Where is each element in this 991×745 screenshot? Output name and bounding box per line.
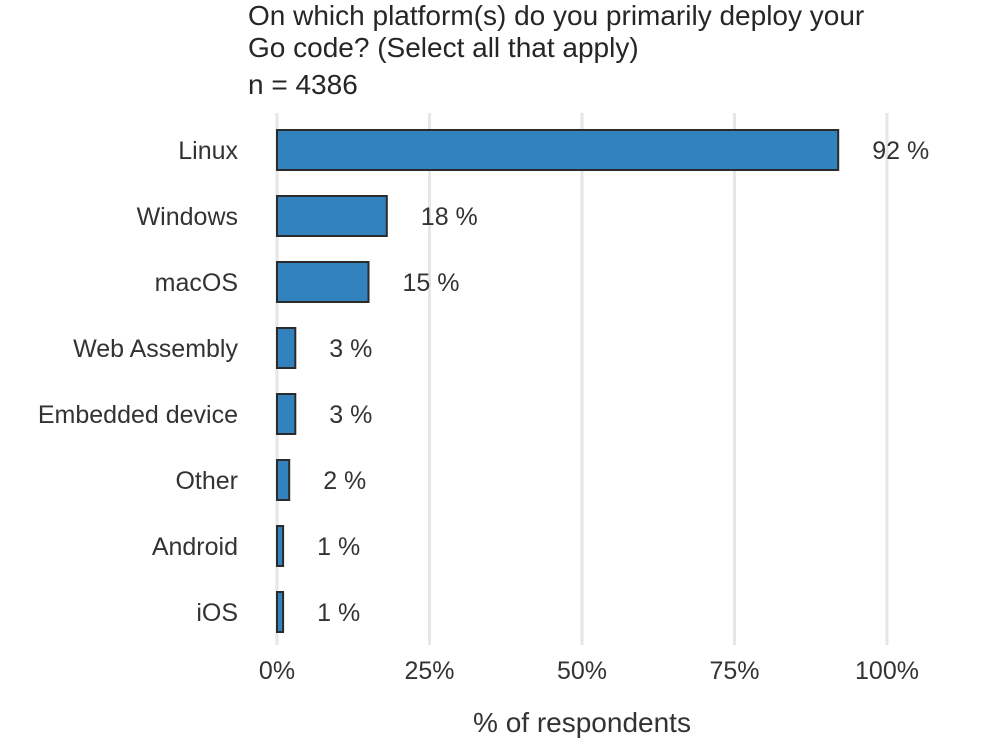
- x-tick-label: 75%: [709, 657, 759, 685]
- x-tick-label: 50%: [557, 657, 607, 685]
- chart-title-line-1: On which platform(s) do you primarily de…: [248, 0, 865, 31]
- category-label: Other: [175, 467, 238, 495]
- bars: [276, 129, 840, 633]
- category-labels: Linux Windows macOS Web Assembly Embedded de…: [38, 137, 239, 627]
- bar: [276, 459, 291, 501]
- chart-title-line-2: Go code? (Select all that apply): [248, 32, 639, 63]
- value-label: 1 %: [317, 533, 360, 561]
- category-label: Windows: [137, 203, 238, 231]
- value-label: 3 %: [329, 401, 372, 429]
- x-tick-label: 0%: [259, 657, 295, 685]
- bar: [276, 129, 840, 171]
- x-tick-label: 25%: [404, 657, 454, 685]
- category-label: Web Assembly: [73, 335, 238, 363]
- bar: [276, 525, 285, 567]
- value-label: 92 %: [872, 137, 929, 165]
- category-label: Android: [152, 533, 238, 561]
- value-label: 1 %: [317, 599, 360, 627]
- chart-subtitle: n = 4386: [248, 69, 358, 100]
- bar: [276, 591, 285, 633]
- value-label: 18 %: [421, 203, 478, 231]
- value-label: 3 %: [329, 335, 372, 363]
- x-tick-label: 100%: [855, 657, 919, 685]
- x-axis-title: % of respondents: [473, 707, 691, 738]
- bar: [276, 261, 370, 303]
- category-label: Embedded device: [38, 401, 238, 429]
- category-label: macOS: [155, 269, 238, 297]
- value-labels: 92 % 18 % 15 % 3 % 3 % 2 % 1 % 1 %: [317, 137, 929, 627]
- value-label: 15 %: [403, 269, 460, 297]
- value-label: 2 %: [323, 467, 366, 495]
- x-tick-labels: 0% 25% 50% 75% 100%: [259, 657, 919, 685]
- category-label: Linux: [178, 137, 238, 165]
- category-label: iOS: [196, 599, 238, 627]
- grid-lines: [275, 113, 889, 645]
- bar: [276, 393, 297, 435]
- bar: [276, 327, 297, 369]
- bar: [276, 195, 388, 237]
